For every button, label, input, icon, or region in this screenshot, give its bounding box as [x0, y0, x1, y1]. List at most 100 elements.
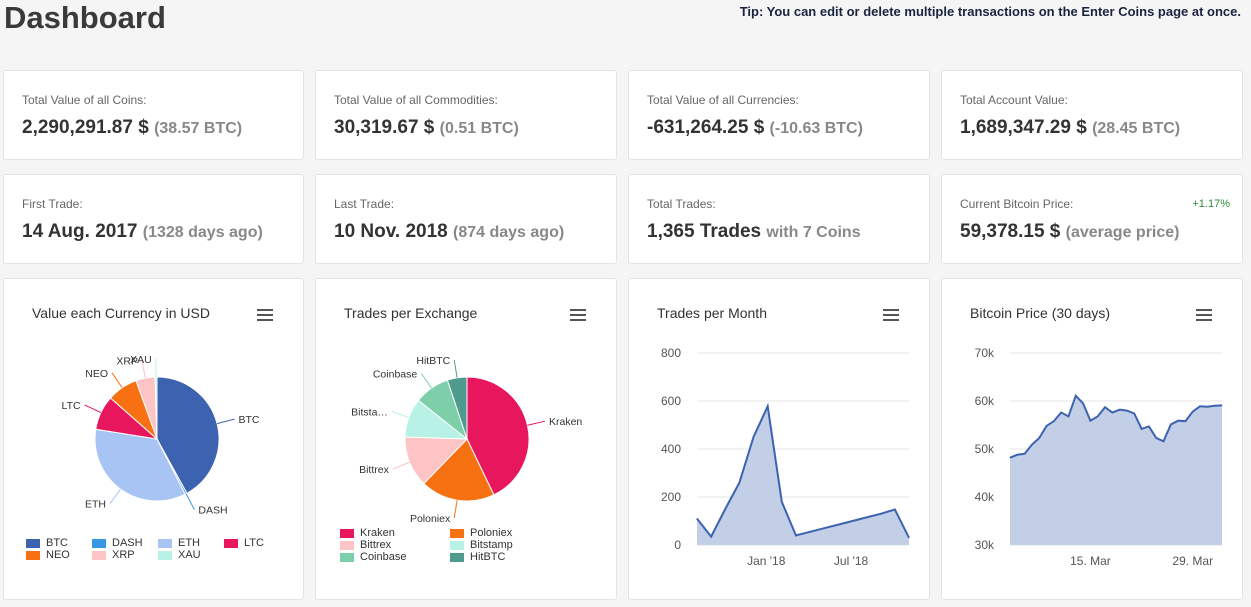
- chart-card-btc: Bitcoin Price (30 days) 30k 40k 50k 60k 70k 1…: [941, 278, 1243, 600]
- data-point[interactable]: [1177, 420, 1179, 422]
- legend-swatch: [340, 540, 354, 550]
- data-point[interactable]: [837, 524, 839, 526]
- data-point[interactable]: [1199, 405, 1201, 407]
- data-point[interactable]: [724, 508, 726, 510]
- legend-swatch: [450, 540, 464, 550]
- data-point[interactable]: [1075, 395, 1077, 397]
- pie-slice-btc[interactable]: [156, 376, 220, 495]
- data-point[interactable]: [866, 516, 868, 518]
- data-point[interactable]: [1214, 405, 1216, 407]
- data-point[interactable]: [781, 501, 783, 503]
- data-point[interactable]: [710, 536, 712, 538]
- data-point[interactable]: [696, 518, 698, 520]
- tip-text: Tip: You can edit or delete multiple tra…: [739, 4, 1241, 19]
- pie-connector: [453, 500, 458, 519]
- data-point[interactable]: [1038, 437, 1040, 439]
- data-point[interactable]: [1148, 425, 1150, 427]
- stat-label: First Trade:: [22, 197, 83, 211]
- data-point[interactable]: [1009, 457, 1011, 459]
- data-point[interactable]: [1031, 444, 1033, 446]
- legend-swatch: [158, 538, 172, 548]
- data-point[interactable]: [1067, 415, 1069, 417]
- data-point[interactable]: [1192, 411, 1194, 413]
- data-point[interactable]: [908, 537, 910, 539]
- hamburger-menu-icon[interactable]: [257, 309, 273, 321]
- legend-item-poloniex[interactable]: Poloniex: [450, 527, 512, 539]
- data-point[interactable]: [823, 527, 825, 529]
- data-point[interactable]: [1024, 453, 1026, 455]
- x-tick-label: Jul '18: [834, 554, 869, 568]
- data-point[interactable]: [1053, 420, 1055, 422]
- data-point[interactable]: [1016, 454, 1018, 456]
- pie-label: Bitsta…: [351, 406, 388, 418]
- legend-item-btc[interactable]: BTC: [26, 537, 68, 549]
- data-point[interactable]: [1089, 420, 1091, 422]
- y-tick-label: 60k: [975, 394, 995, 408]
- stat-card-total-commodities: Total Value of all Commodities: 30,319.6…: [315, 70, 617, 160]
- legend-item-bitstamp[interactable]: Bitstamp: [450, 539, 513, 551]
- x-tick-label: 15. Mar: [1070, 554, 1111, 568]
- data-point[interactable]: [1184, 420, 1186, 422]
- x-tick-label: 29. Mar: [1172, 554, 1213, 568]
- data-point[interactable]: [894, 508, 896, 510]
- data-point[interactable]: [753, 436, 755, 438]
- data-point[interactable]: [767, 405, 769, 407]
- exchange-pie-chart: Kraken Poloniex Bittrex Bitsta… CoinbaseHitB…: [351, 355, 582, 525]
- chart-card-exchange: Trades per Exchange Kraken Poloniex Bittre…: [315, 278, 617, 600]
- y-tick-label: 0: [674, 538, 681, 552]
- hamburger-menu-icon[interactable]: [883, 309, 899, 321]
- legend-swatch: [340, 552, 354, 562]
- data-point[interactable]: [1097, 415, 1099, 417]
- legend-item-bittrex[interactable]: Bittrex: [340, 539, 391, 551]
- series-line: [696, 402, 910, 539]
- y-tick-label: 600: [661, 394, 681, 408]
- data-point[interactable]: [809, 531, 811, 533]
- stat-card-last-trade: Last Trade: 10 Nov. 2018 (874 days ago): [315, 174, 617, 264]
- legend-item-eth[interactable]: ETH: [158, 537, 200, 549]
- hamburger-menu-icon[interactable]: [1196, 309, 1212, 321]
- data-point[interactable]: [1126, 410, 1128, 412]
- legend-swatch: [92, 538, 106, 548]
- pie-slice-eth[interactable]: [94, 428, 186, 502]
- data-point[interactable]: [1060, 412, 1062, 414]
- legend-swatch: [450, 528, 464, 538]
- stat-label: Total Value of all Currencies:: [647, 93, 799, 107]
- hamburger-menu-icon[interactable]: [570, 309, 586, 321]
- data-point[interactable]: [1170, 424, 1172, 426]
- legend-item-xrp[interactable]: XRP: [92, 549, 135, 561]
- data-point[interactable]: [1206, 406, 1208, 408]
- pie-label: XAU: [130, 354, 152, 366]
- data-point[interactable]: [1141, 428, 1143, 430]
- pie-label: XRP: [116, 355, 138, 367]
- stat-value: 1,689,347.29 $ (28.45 BTC): [960, 117, 1181, 138]
- area-fill: [1010, 395, 1222, 545]
- data-point[interactable]: [851, 520, 853, 522]
- legend-item-neo[interactable]: NEO: [26, 549, 70, 561]
- legend-label: HitBTC: [470, 551, 506, 563]
- data-point[interactable]: [1163, 440, 1165, 442]
- data-point[interactable]: [1119, 409, 1121, 411]
- data-point[interactable]: [795, 534, 797, 536]
- data-point[interactable]: [1133, 412, 1135, 414]
- pie-slice-xau[interactable]: [154, 376, 158, 440]
- pie-connector: [111, 372, 123, 389]
- data-point[interactable]: [880, 513, 882, 515]
- legend-item-ltc[interactable]: LTC: [224, 537, 264, 549]
- legend-item-coinbase[interactable]: Coinbase: [340, 551, 406, 563]
- legend-item-dash[interactable]: DASH: [92, 537, 143, 549]
- pie-label: Bittrex: [359, 464, 390, 476]
- data-point[interactable]: [1221, 404, 1223, 406]
- data-point[interactable]: [1082, 402, 1084, 404]
- legend-item-kraken[interactable]: Kraken: [340, 527, 395, 539]
- data-point[interactable]: [1104, 406, 1106, 408]
- pie-label: ETH: [85, 499, 106, 511]
- data-point[interactable]: [1046, 425, 1048, 427]
- legend-item-hitbtc[interactable]: HitBTC: [450, 551, 505, 563]
- chart-title: Trades per Exchange: [344, 305, 478, 321]
- data-point[interactable]: [1155, 437, 1157, 439]
- legend-item-xau[interactable]: XAU: [158, 549, 201, 561]
- pie-connector: [216, 418, 235, 425]
- data-point[interactable]: [738, 482, 740, 484]
- pie-connector: [392, 461, 410, 470]
- data-point[interactable]: [1111, 412, 1113, 414]
